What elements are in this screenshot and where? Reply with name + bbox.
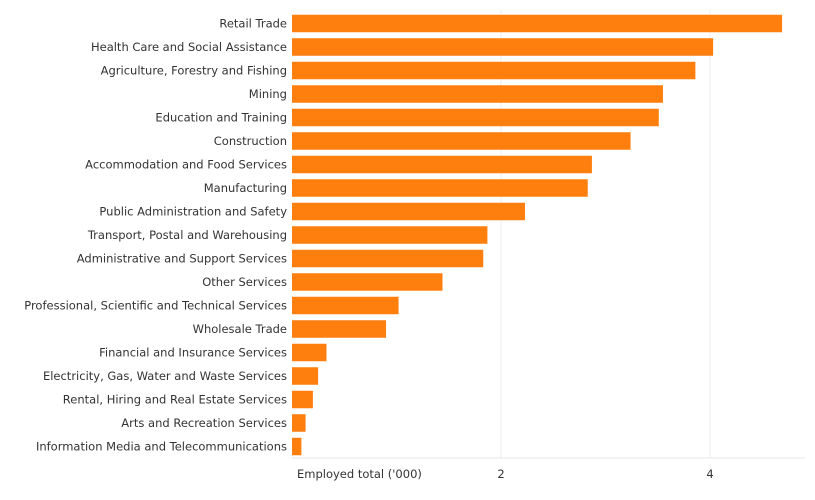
gridlines — [500, 10, 711, 458]
category-label: Education and Training — [155, 111, 287, 125]
category-label: Financial and Insurance Services — [99, 346, 287, 360]
bar[interactable] — [292, 296, 399, 315]
bar[interactable] — [292, 320, 387, 338]
category-label: Information Media and Telecommunications — [36, 440, 287, 454]
category-label: Professional, Scientific and Technical S… — [24, 299, 287, 313]
bar[interactable] — [292, 343, 327, 362]
bar[interactable] — [292, 273, 443, 291]
bar[interactable] — [292, 155, 592, 174]
category-label: Administrative and Support Services — [77, 252, 287, 266]
category-label: Retail Trade — [219, 17, 287, 31]
bar[interactable] — [292, 85, 663, 103]
bar[interactable] — [292, 14, 783, 33]
category-label: Electricity, Gas, Water and Waste Servic… — [43, 369, 287, 383]
bars-group — [292, 14, 783, 456]
bar[interactable] — [292, 61, 696, 80]
bar[interactable] — [292, 38, 714, 56]
category-label: Other Services — [202, 275, 287, 289]
category-label: Mining — [249, 87, 287, 101]
category-label: Construction — [214, 134, 287, 148]
bar[interactable] — [292, 108, 659, 127]
x-axis-label: Employed total ('000) — [297, 467, 422, 481]
category-label: Arts and Recreation Services — [121, 416, 287, 430]
bar[interactable] — [292, 414, 306, 432]
bar[interactable] — [292, 390, 313, 409]
category-labels: Retail Trade Health Care and Social Assis… — [24, 17, 287, 454]
bar[interactable] — [292, 202, 526, 221]
x-tick-label: 4 — [706, 467, 713, 481]
bar[interactable] — [292, 437, 302, 456]
category-label: Health Care and Social Assistance — [91, 40, 287, 54]
category-label: Manufacturing — [204, 181, 287, 195]
category-label: Public Administration and Safety — [99, 205, 287, 219]
category-label: Rental, Hiring and Real Estate Services — [63, 393, 287, 407]
category-label: Accommodation and Food Services — [85, 158, 287, 172]
x-tick-label: 2 — [497, 467, 504, 481]
category-label: Agriculture, Forestry and Fishing — [101, 64, 287, 78]
bar[interactable] — [292, 132, 631, 150]
bar[interactable] — [292, 226, 488, 244]
category-label: Wholesale Trade — [193, 322, 287, 336]
bar[interactable] — [292, 367, 319, 385]
bar[interactable] — [292, 249, 484, 268]
category-label: Transport, Postal and Warehousing — [87, 228, 287, 242]
bar[interactable] — [292, 179, 588, 197]
